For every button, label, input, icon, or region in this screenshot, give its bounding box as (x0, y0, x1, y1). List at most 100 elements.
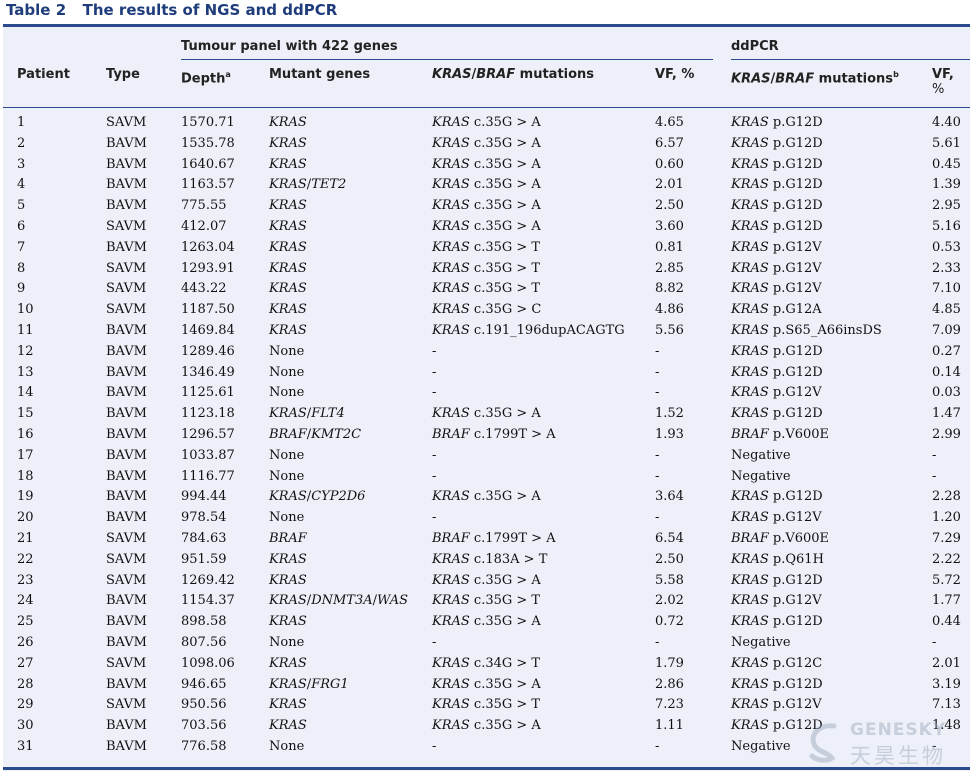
cell-depth: 1469.84 (181, 323, 235, 338)
table-row: 5 BAVM 775.55 KRAS KRAS c.35G > A 2.50 KRAS p.… (0, 195, 976, 216)
cell-ngs-mutation: KRAS c.35G > T (432, 239, 541, 255)
cell-patient: 26 (17, 635, 34, 650)
cell-vf-ddpcr: 1.39 (932, 177, 961, 193)
header-depth: Deptha (181, 70, 231, 87)
cell-vf-ddpcr: 7.29 (932, 531, 961, 546)
cell-patient: 3 (17, 156, 26, 172)
cell-patient: 9 (17, 281, 26, 297)
cell-vf-ddpcr: 2.28 (932, 489, 961, 505)
cell-depth: 898.58 (181, 614, 227, 630)
table-row: 8 SAVM 1293.91 KRAS KRAS c.35G > T 2.85 KRAS p… (0, 258, 976, 279)
cell-vf-ddpcr: 1.47 (932, 406, 961, 422)
cell-ngs-mutation: KRAS c.34G > T (432, 655, 541, 671)
cell-mutant-genes: KRAS/FRG1 (269, 676, 349, 692)
table-row: 3 BAVM 1640.67 KRAS KRAS c.35G > A 0.60 KRAS p… (0, 154, 976, 175)
cell-ngs-mutation: KRAS c.35G > T (432, 260, 541, 276)
cell-patient: 10 (17, 302, 34, 318)
cell-depth: 1269.42 (181, 572, 235, 588)
cell-vf-ngs: 2.86 (655, 676, 684, 692)
cell-ngs-mutation: KRAS c.35G > T (432, 281, 541, 297)
cell-vf-ngs: - (655, 635, 660, 650)
header-rule (3, 107, 970, 108)
cell-patient: 20 (17, 510, 34, 526)
cell-patient: 18 (17, 468, 34, 484)
group-header-ngs: Tumour panel with 422 genes (181, 39, 398, 54)
cell-ddpcr-mutation: KRAS p.G12C (731, 655, 823, 671)
table-row: 15 BAVM 1123.18 KRAS/FLT4 KRAS c.35G > A 1.52… (0, 403, 976, 424)
cell-ngs-mutation: KRAS c.35G > A (432, 156, 541, 172)
table-row: 9 SAVM 443.22 KRAS KRAS c.35G > T 8.82 KRAS p.… (0, 278, 976, 299)
cell-type: BAVM (106, 135, 147, 151)
cell-ngs-mutation: - (432, 364, 437, 380)
cell-vf-ngs: - (655, 343, 660, 359)
table-row: 21 SAVM 784.63 BRAF BRAF c.1799T > A 6.54 BRAF… (0, 528, 976, 549)
table-title-text: The results of NGS and ddPCR (82, 1, 338, 19)
table-row: 29 SAVM 950.56 KRAS KRAS c.35G > T 7.23 KRAS p… (0, 694, 976, 715)
cell-type: SAVM (106, 281, 147, 297)
cell-patient: 29 (17, 697, 34, 713)
cell-mutant-genes: KRAS/DNMT3A/WAS (269, 593, 409, 609)
cell-type: BAVM (106, 676, 147, 692)
cell-vf-ngs: 2.85 (655, 260, 684, 276)
cell-vf-ngs: 6.57 (655, 135, 684, 151)
cell-ddpcr-mutation: KRAS p.G12D (731, 676, 823, 692)
cell-mutant-genes: BRAF (269, 531, 307, 546)
cell-vf-ddpcr: - (932, 447, 937, 463)
cell-depth: 807.56 (181, 635, 227, 650)
cell-depth: 1187.50 (181, 302, 235, 318)
group-rule-ddpcr (731, 59, 970, 60)
cell-type: BAVM (106, 510, 147, 526)
cell-vf-ngs: 2.50 (655, 551, 684, 567)
cell-ddpcr-mutation: KRAS p.G12V (731, 697, 822, 713)
cell-ngs-mutation: - (432, 468, 437, 484)
table-row: 31 BAVM 776.58 None - - Negative - (0, 736, 976, 757)
cell-type: SAVM (106, 655, 147, 671)
cell-vf-ngs: 6.54 (655, 531, 684, 546)
cell-type: SAVM (106, 697, 147, 713)
table-row: 20 BAVM 978.54 None - - KRAS p.G12V 1.20 (0, 507, 976, 528)
cell-patient: 8 (17, 260, 26, 276)
cell-type: SAVM (106, 260, 147, 276)
cell-patient: 13 (17, 364, 34, 380)
cell-ddpcr-mutation: KRAS p.S65_A66insDS (731, 323, 882, 338)
cell-vf-ngs: 2.01 (655, 177, 684, 193)
group-header-ddpcr: ddPCR (731, 39, 779, 54)
cell-ngs-mutation: KRAS c.35G > A (432, 135, 541, 151)
table-row: 14 BAVM 1125.61 None - - KRAS p.G12V 0.03 (0, 382, 976, 403)
cell-vf-ngs: 8.82 (655, 281, 684, 297)
cell-ngs-mutation: KRAS c.35G > A (432, 198, 541, 214)
cell-depth: 978.54 (181, 510, 227, 526)
cell-vf-ddpcr: 4.85 (932, 302, 961, 318)
cell-type: BAVM (106, 406, 147, 422)
cell-mutant-genes: None (269, 343, 305, 359)
cell-vf-ddpcr: 2.99 (932, 427, 961, 442)
header-mutant-genes: Mutant genes (269, 67, 371, 82)
cell-ddpcr-mutation: Negative (731, 739, 791, 754)
cell-vf-ngs: - (655, 385, 660, 401)
cell-depth: 1033.87 (181, 447, 235, 463)
cell-vf-ngs: 1.93 (655, 427, 684, 442)
cell-vf-ddpcr: 0.03 (932, 385, 961, 401)
cell-ngs-mutation: - (432, 635, 437, 650)
cell-type: BAVM (106, 364, 147, 380)
cell-vf-ddpcr: - (932, 468, 937, 484)
cell-mutant-genes: KRAS (269, 655, 307, 671)
cell-mutant-genes: BRAF/KMT2C (269, 427, 362, 442)
cell-ddpcr-mutation: KRAS p.G12V (731, 510, 822, 526)
cell-patient: 2 (17, 135, 26, 151)
cell-ddpcr-mutation: KRAS p.G12D (731, 198, 823, 214)
cell-mutant-genes: KRAS/TET2 (269, 177, 347, 193)
table-row: 26 BAVM 807.56 None - - Negative - (0, 632, 976, 653)
cell-vf-ngs: 0.81 (655, 239, 684, 255)
cell-mutant-genes: KRAS (269, 239, 307, 255)
cell-vf-ddpcr: 7.09 (932, 323, 961, 338)
table-row: 27 SAVM 1098.06 KRAS KRAS c.34G > T 1.79 KRAS … (0, 653, 976, 674)
cell-depth: 703.56 (181, 718, 227, 734)
cell-ngs-mutation: - (432, 447, 437, 463)
cell-mutant-genes: KRAS (269, 260, 307, 276)
cell-vf-ngs: 0.72 (655, 614, 684, 630)
cell-ddpcr-mutation: KRAS p.G12D (731, 219, 823, 234)
cell-vf-ddpcr: 0.14 (932, 364, 961, 380)
cell-type: BAVM (106, 427, 147, 442)
cell-vf-ddpcr: 1.48 (932, 718, 961, 734)
